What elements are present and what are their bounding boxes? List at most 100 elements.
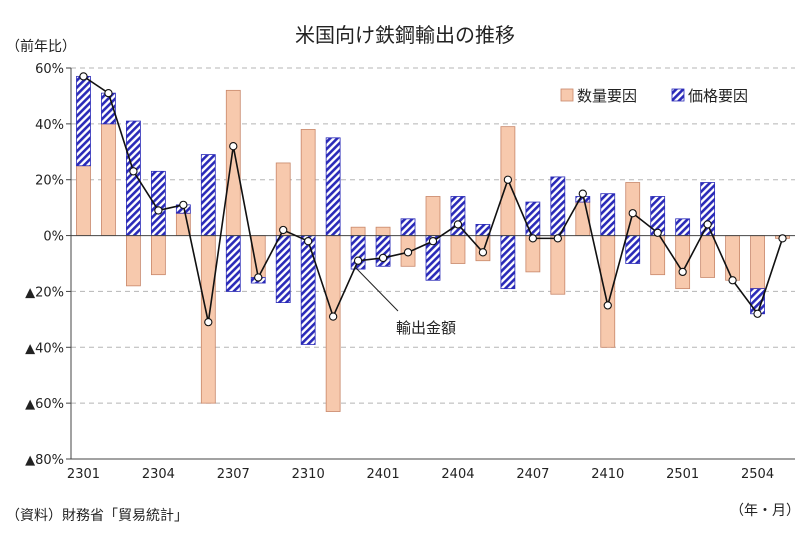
bar-quantity-factor: [250, 235, 266, 278]
x-tick-labels: 2301 2304 2307 2310 2401 2404 2407 2410 2501 2504: [67, 467, 774, 482]
x-tick-label: 2404: [441, 467, 474, 482]
export-value-point: [79, 72, 88, 81]
bar-quantity-factor: [725, 235, 740, 281]
export-value-point: [154, 206, 163, 215]
annotation-label: 輸出金額: [396, 319, 456, 337]
export-value-point: [703, 220, 712, 229]
export-value-point: [778, 234, 787, 243]
bar-price-factor: [475, 223, 491, 236]
y-axis-label: （前年比）: [6, 38, 76, 55]
y-tick-label: 0%: [43, 230, 64, 245]
export-value-point: [578, 189, 587, 198]
source-note: （資料）財務省「貿易統計」: [6, 508, 188, 524]
bar-quantity-factor: [550, 235, 566, 295]
y-tick-labels: 60% 40% 20% 0% ▲20% ▲40% ▲60% ▲80%: [25, 62, 64, 468]
bar-quantity-factor: [126, 235, 141, 287]
legend-label-price: 価格要因: [688, 87, 748, 105]
export-value-point: [328, 312, 338, 321]
export-value-point: [179, 200, 188, 209]
y-tick-label: 60%: [35, 62, 64, 77]
bar-price-factor: [550, 176, 566, 236]
bar-price-factor: [400, 218, 416, 236]
export-value-point: [254, 273, 263, 282]
bar-quantity-factor: [750, 235, 765, 290]
bar-quantity-factor: [225, 89, 241, 236]
export-value-point: [503, 175, 513, 184]
export-value-point: [353, 256, 363, 265]
export-value-point: [603, 301, 612, 310]
x-tick-label: 2301: [67, 467, 100, 482]
export-value-point: [129, 167, 138, 176]
export-value-line: [79, 72, 787, 327]
bar-price-factor: [200, 154, 216, 236]
export-value-point: [678, 267, 687, 277]
export-value-point: [453, 220, 463, 229]
bar-price-factor: [76, 75, 91, 167]
bar-quantity-factor: [350, 226, 366, 236]
export-value-point: [428, 237, 438, 246]
export-value-point: [478, 248, 488, 257]
x-tick-label: 2304: [142, 467, 175, 482]
bar-quantity-factor: [76, 165, 91, 236]
export-value-point: [553, 234, 562, 243]
bar-quantity-factor: [150, 235, 166, 276]
axes: [66, 67, 795, 460]
bar-price-factor: [525, 201, 541, 236]
x-tick-label: 2407: [516, 467, 549, 482]
x-tick-label: 2504: [741, 467, 774, 482]
export-value-point: [378, 253, 388, 263]
export-value-point: [229, 142, 238, 151]
export-value-point: [279, 225, 288, 235]
y-tick-label: ▲40%: [25, 341, 64, 356]
y-tick-label: ▲60%: [25, 397, 64, 412]
bars: [76, 75, 790, 412]
bar-price-factor: [600, 193, 616, 236]
export-value-point: [728, 276, 737, 285]
bar-quantity-factor: [375, 226, 391, 236]
annotation-leader: [354, 266, 399, 312]
y-tick-label: 40%: [35, 118, 64, 133]
bar-price-factor: [675, 218, 691, 236]
bar-quantity-factor: [625, 182, 641, 236]
y-tick-label: ▲20%: [25, 285, 64, 300]
export-value-point: [104, 88, 113, 98]
bar-price-factor: [625, 235, 641, 264]
annotation: 輸出金額: [354, 266, 456, 337]
bar-quantity-factor: [300, 129, 316, 236]
bar-quantity-factor: [325, 235, 341, 412]
export-value-point: [753, 309, 762, 318]
legend-swatch-price: [671, 88, 685, 102]
y-tick-label: ▲80%: [25, 453, 64, 468]
x-tick-label: 2401: [367, 467, 400, 482]
chart-title: 米国向け鉄鋼輸出の推移: [295, 23, 515, 47]
export-value-point: [628, 209, 637, 218]
bar-quantity-factor: [600, 235, 616, 348]
bar-quantity-factor: [275, 162, 291, 236]
legend-swatch-quantity: [560, 88, 574, 102]
x-tick-label: 2307: [217, 467, 250, 482]
bar-quantity-factor: [101, 123, 116, 236]
bar-price-factor: [500, 235, 516, 290]
x-tick-label: 2410: [591, 467, 624, 482]
bar-price-factor: [300, 235, 316, 345]
legend-label-quantity: 数量要因: [577, 87, 637, 105]
export-value-point: [528, 234, 538, 243]
bar-quantity-factor: [700, 235, 716, 278]
x-tick-label: 2501: [666, 467, 699, 482]
bar-quantity-factor: [425, 196, 441, 236]
bar-price-factor: [225, 235, 241, 292]
bar-price-factor: [325, 137, 341, 236]
x-axis-label: （年・月）: [730, 503, 800, 519]
gridlines: [71, 67, 795, 404]
legend: 数量要因 価格要因: [560, 87, 748, 105]
bar-quantity-factor: [450, 235, 466, 264]
export-value-point: [653, 228, 662, 237]
x-tick-label: 2310: [292, 467, 325, 482]
bar-price-factor: [275, 235, 291, 303]
export-value-point: [204, 317, 213, 327]
y-tick-label: 20%: [35, 174, 64, 189]
export-value-point: [403, 248, 413, 257]
export-value-point: [304, 237, 313, 246]
